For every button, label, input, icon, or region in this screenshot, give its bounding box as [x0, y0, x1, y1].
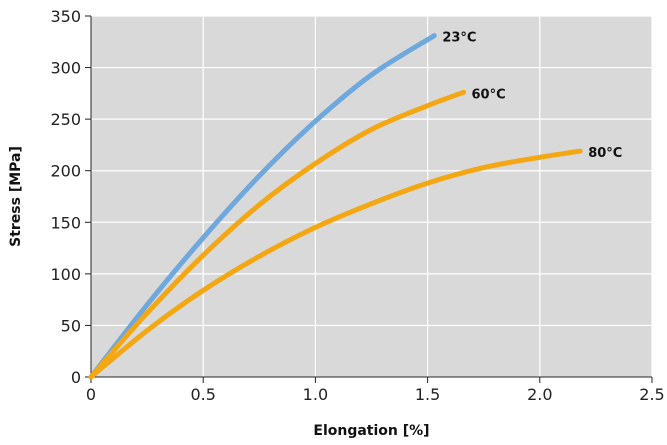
series-group: 23°C 60°C 80°C — [88, 31, 622, 380]
y-tick-label: 0 — [71, 368, 81, 387]
x-tick-label: 0 — [86, 385, 96, 404]
y-tick-label: 150 — [50, 213, 81, 232]
grid — [90, 15, 653, 378]
x-axis-title: Elongation [%] — [313, 423, 429, 439]
plot-background — [91, 16, 652, 377]
x-tick-label: 1.5 — [415, 385, 440, 404]
series-line — [88, 89, 466, 380]
series-label: 60°C — [472, 87, 506, 102]
y-tick-label: 250 — [50, 110, 81, 129]
y-tick-label: 200 — [50, 162, 81, 181]
series-line — [88, 148, 583, 380]
x-tick-label: 1.0 — [303, 385, 328, 404]
series-label: 80°C — [588, 146, 622, 161]
y-tick-label: 50 — [61, 316, 81, 335]
series-line — [88, 33, 437, 380]
y-tick-label: 100 — [50, 265, 81, 284]
x-tick-label: 0.5 — [190, 385, 215, 404]
y-tick-label: 350 — [50, 7, 81, 26]
axes — [85, 15, 653, 383]
x-tick-label: 2.5 — [639, 385, 664, 404]
y-axis-title: Stress [MPa] — [8, 146, 24, 247]
series-label: 23°C — [442, 31, 476, 46]
y-tick-label: 300 — [50, 59, 81, 78]
tick-labels: 0 50 100 150 200 250 300 350 0 0.5 1.0 1.5 2.0 2.5 — [50, 7, 664, 404]
x-tick-label: 2.0 — [527, 385, 552, 404]
